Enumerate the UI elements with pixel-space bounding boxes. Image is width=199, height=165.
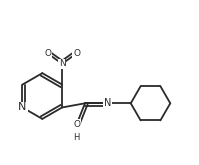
Text: O: O xyxy=(73,49,80,58)
Text: N: N xyxy=(18,102,27,113)
Text: H: H xyxy=(73,133,80,142)
Text: O: O xyxy=(73,120,80,129)
Text: N: N xyxy=(104,98,112,108)
Text: N: N xyxy=(59,59,65,68)
Text: O: O xyxy=(44,49,51,58)
